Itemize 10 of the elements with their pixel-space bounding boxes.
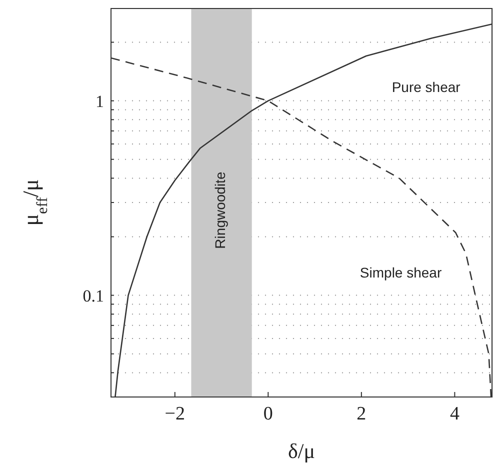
x-axis-title: δ/μ [288,439,315,463]
x-tick-label: 4 [450,403,460,424]
x-tick-label: −2 [164,403,185,424]
x-tick-label: 2 [356,403,366,424]
y-tick-label: 1 [96,92,104,111]
series-label: Simple shear [360,264,442,281]
text: Pure shear [392,78,461,95]
y-tick-label: 0.1 [82,286,104,306]
band-label: Ringwoodite [212,172,228,249]
x-tick-label: 0 [263,403,273,424]
